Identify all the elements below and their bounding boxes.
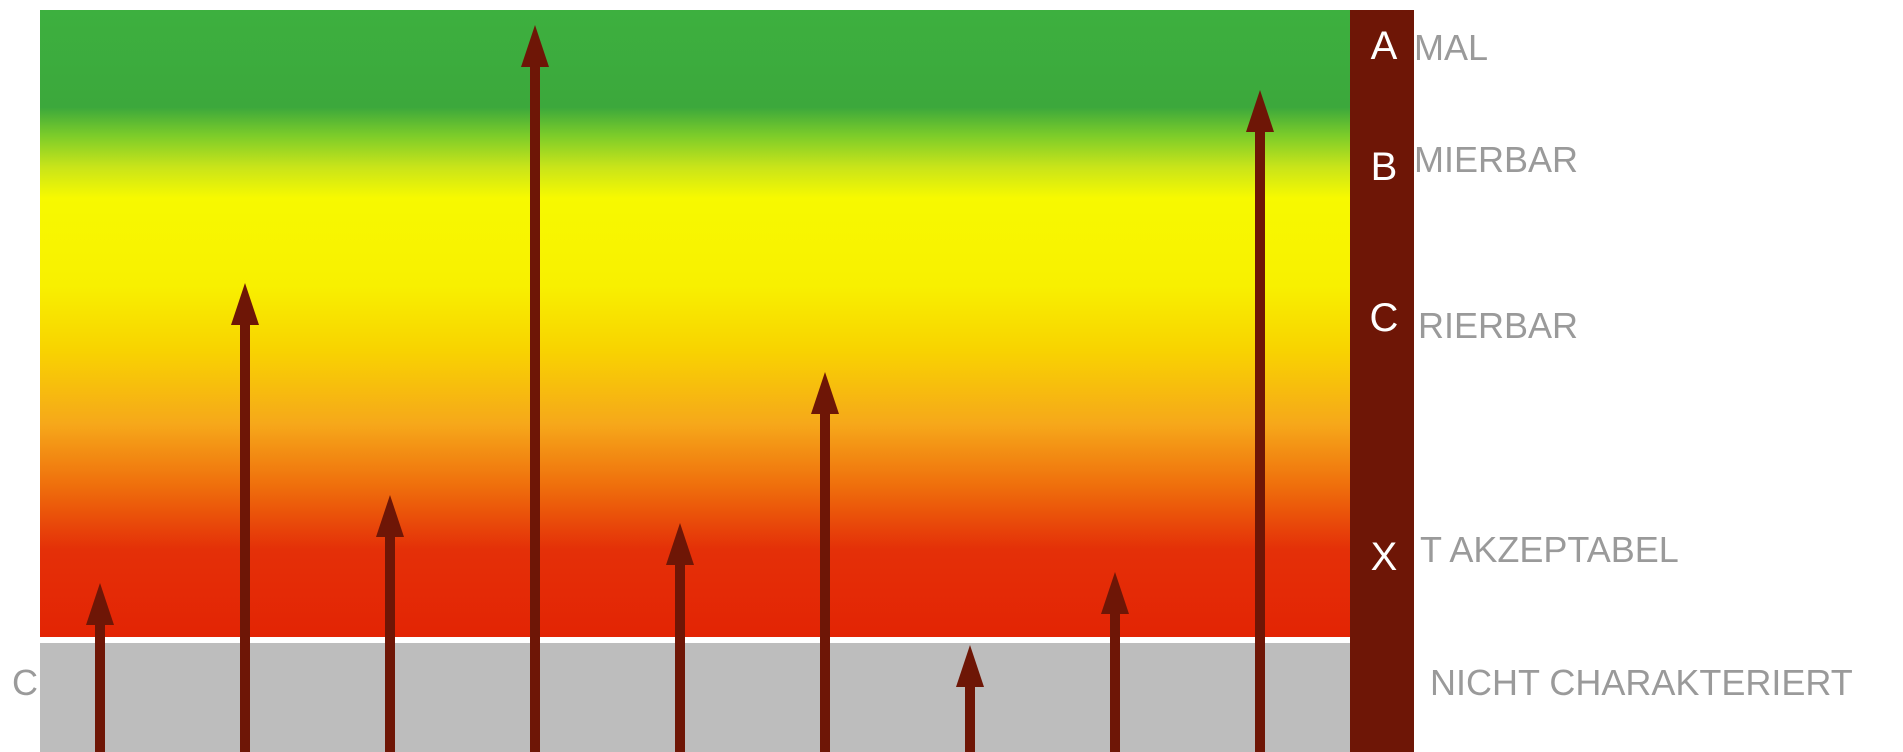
arrow-8 <box>1101 572 1129 752</box>
not-characterized-label: NICHT CHARAKTERIERT <box>1430 662 1853 703</box>
uncharacterized-zone <box>40 643 1350 752</box>
arrow-3 <box>376 495 404 752</box>
grade-b-label: MIERBAR <box>1414 139 1579 180</box>
arrow-5 <box>666 523 694 752</box>
grade-letter-b: B <box>1370 145 1398 189</box>
arrow-2 <box>231 283 259 752</box>
arrow-4 <box>521 25 549 752</box>
grade-scale-bar <box>1350 10 1414 752</box>
arrow-7 <box>956 645 984 752</box>
zone-divider-line <box>40 637 1350 643</box>
arrow-1 <box>86 583 114 752</box>
grade-letter-a: A <box>1370 24 1398 68</box>
arrow-9 <box>1246 90 1274 752</box>
grade-x-label: T AKZEPTABEL <box>1420 529 1679 570</box>
grade-letter-x: X <box>1370 535 1398 579</box>
grade-a-label: MAL <box>1414 27 1489 68</box>
left-fragment-label: C <box>12 662 38 703</box>
grade-c-label: RIERBAR <box>1418 305 1579 346</box>
grade-letter-c: C <box>1369 296 1399 340</box>
arrow-6 <box>811 372 839 752</box>
